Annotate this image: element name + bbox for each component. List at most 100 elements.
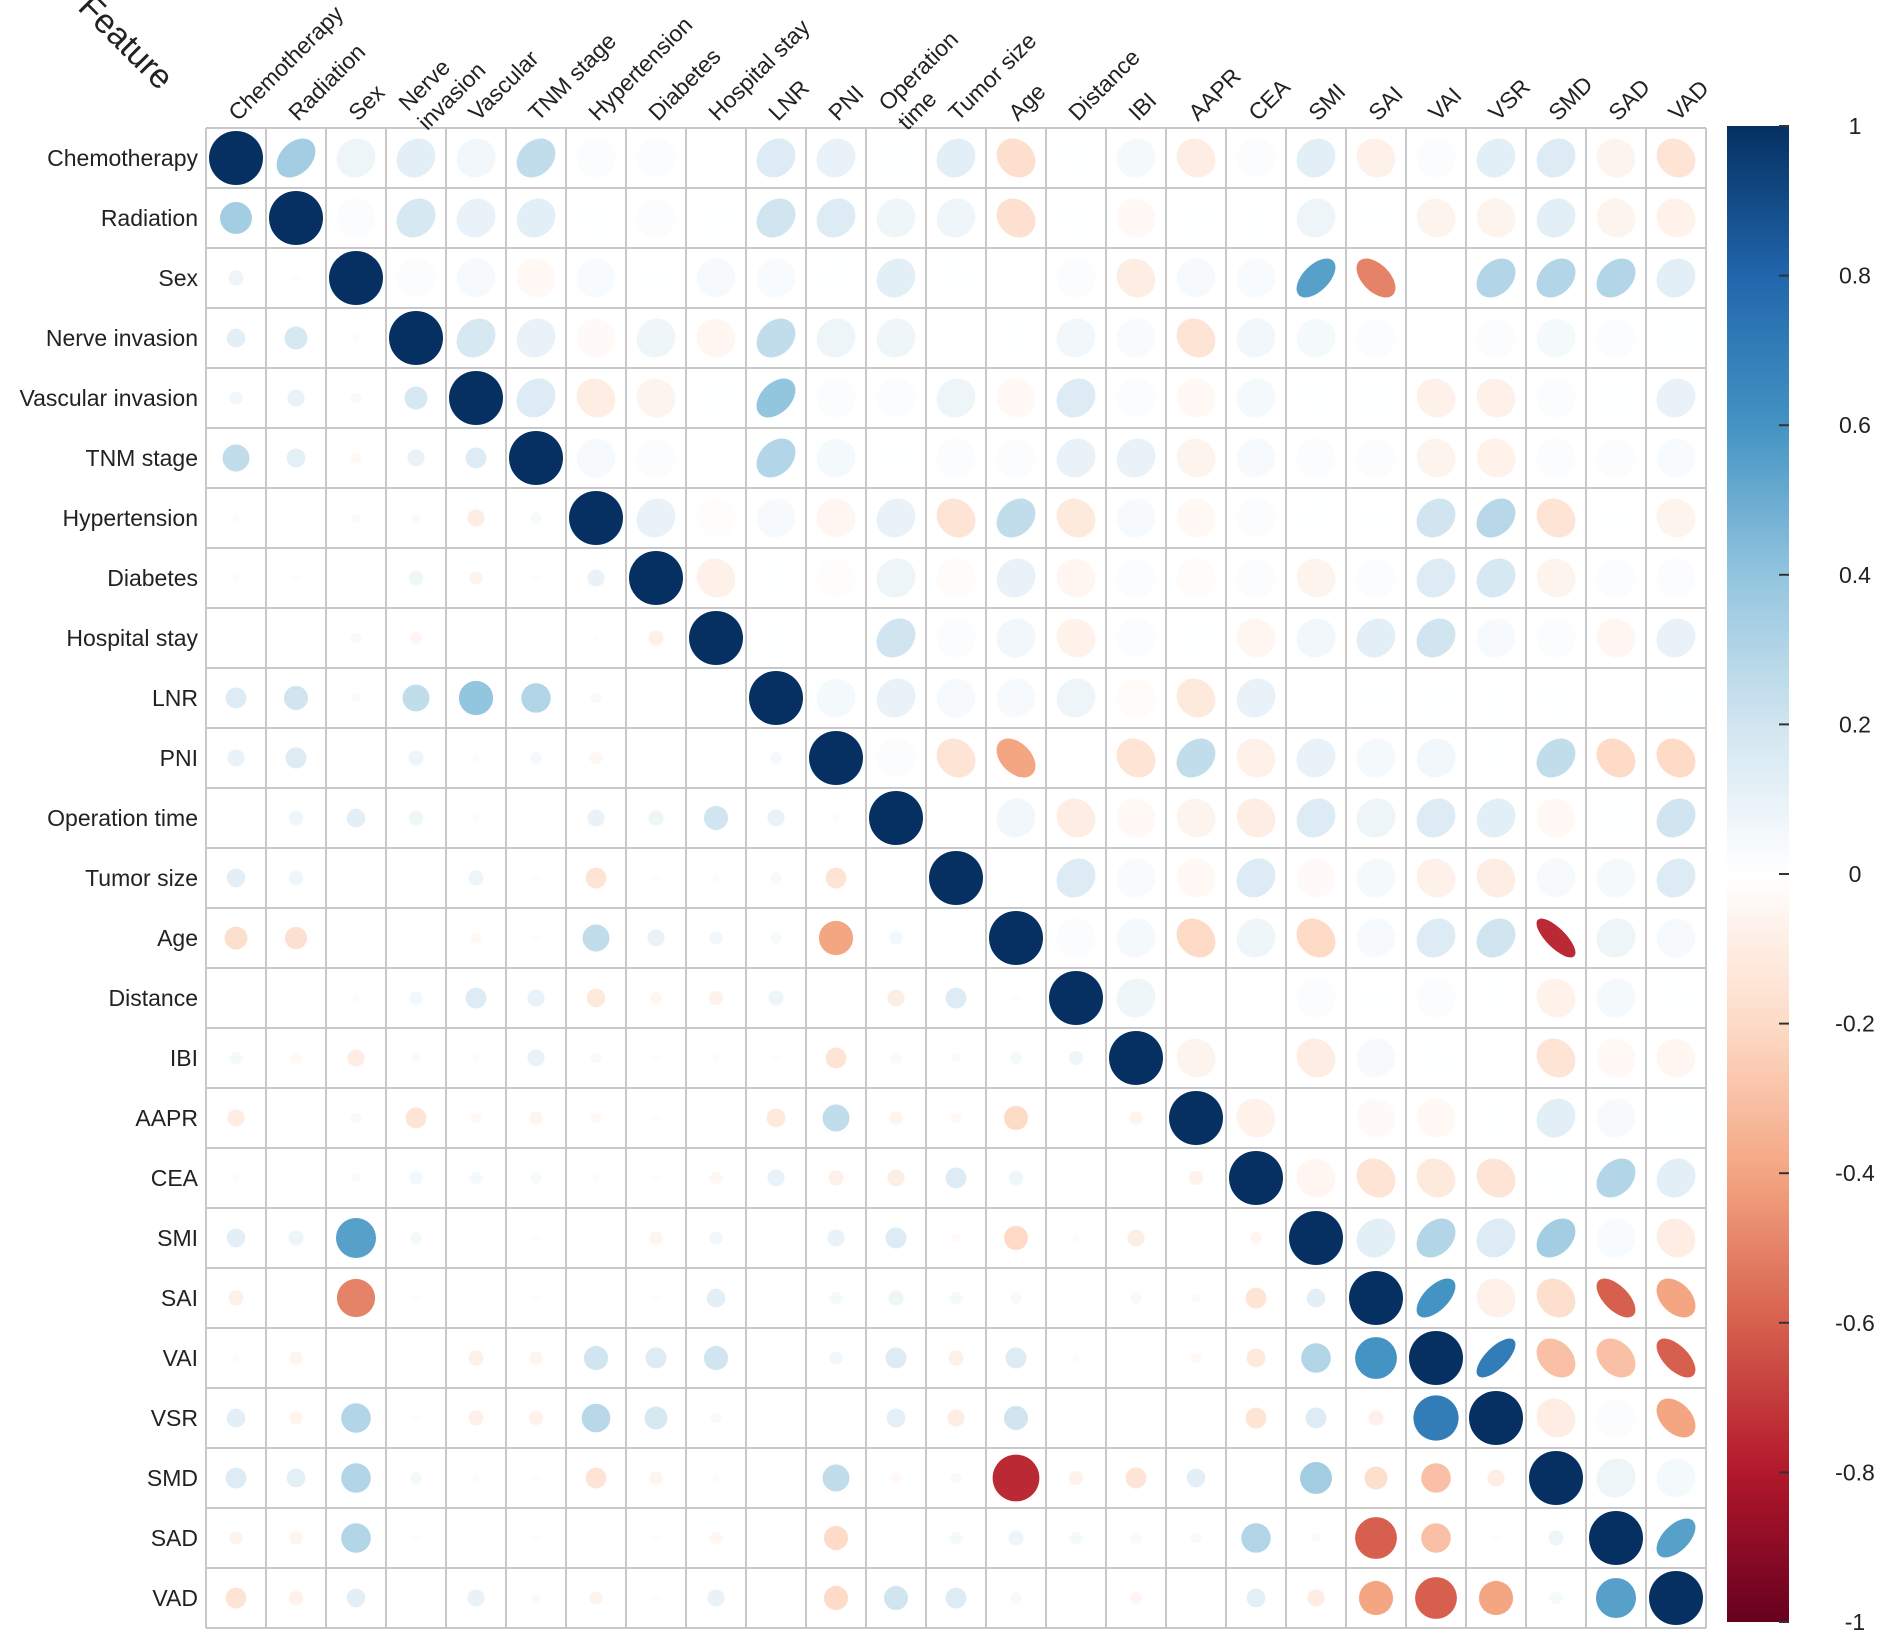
row-label: TNM stage [86,445,198,471]
cell-1-13 [996,198,1036,238]
row-labels: Chemotherapy Radiation Sex Nerve invasion Va… [19,145,198,1611]
cell-7-4 [469,571,483,585]
cell-19-24 [1656,1278,1696,1318]
cell-17-7 [652,1174,660,1182]
column-label: CEA [1243,73,1295,125]
cell-8-1 [293,635,299,641]
cell-16-5 [529,1111,543,1125]
cell-5-23 [1596,438,1636,478]
cell-12-24 [1656,858,1696,898]
cell-14-1 [293,995,299,1001]
cell-20-10 [829,1351,843,1365]
cell-19-0 [228,1290,244,1306]
cell-10-22 [1536,738,1576,778]
cell-16-20 [1416,1098,1456,1138]
cell-5-12 [936,438,976,478]
cell-17-22 [1536,1158,1576,1198]
cell-23-14 [1069,1531,1083,1545]
cell-11-18 [1296,798,1336,838]
cell-15-12 [951,1053,961,1063]
cell-5-21 [1476,438,1516,478]
column-label: AAPR [1183,63,1246,126]
cell-8-0 [234,636,238,640]
cell-12-17 [1236,858,1276,898]
cell-8-2 [350,632,362,644]
cell-18-17 [1249,1231,1263,1245]
cell-3-4 [456,318,496,358]
column-label: SAD [1603,74,1655,126]
cell-3-3 [389,311,443,365]
column-label: PNI [823,80,868,125]
cell-5-6 [576,438,616,478]
row-label: VAI [163,1345,198,1371]
cell-6-24 [1656,498,1696,538]
cell-2-7 [636,258,676,298]
row-label: Tumor size [85,865,198,891]
cell-2-11 [876,258,916,298]
cell-7-18 [1296,558,1336,598]
cell-9-5 [521,683,551,713]
cell-14-0 [233,995,239,1001]
cell-18-13 [1003,1225,1029,1251]
row-label: Distance [109,985,198,1011]
cell-10-11 [876,738,916,778]
cell-13-3 [413,935,419,941]
cell-2-5 [516,258,556,298]
cell-2-18 [1296,258,1336,298]
row-label: SMI [157,1225,198,1251]
cell-20-22 [1536,1338,1576,1378]
row-label: AAPR [135,1105,198,1131]
corner-label: Feature [71,0,181,97]
cell-1-9 [756,198,796,238]
cell-24-1 [288,1590,304,1606]
cell-20-9 [773,1355,779,1361]
cell-16-18 [1296,1098,1336,1138]
cell-23-8 [709,1531,723,1545]
cell-8-11 [876,618,916,658]
cell-1-15 [1116,198,1156,238]
cell-18-9 [774,1236,778,1240]
cell-21-24 [1656,1398,1696,1438]
cell-12-16 [1176,858,1216,898]
cell-13-20 [1416,918,1456,958]
cell-12-1 [288,870,304,886]
cell-2-9 [756,258,796,298]
cell-8-24 [1656,618,1696,658]
cell-23-5 [532,1534,540,1542]
cell-18-11 [885,1227,907,1249]
cell-17-10 [828,1170,844,1186]
cell-12-9 [770,872,782,884]
cell-18-22 [1536,1218,1576,1258]
cell-21-8 [710,1412,722,1424]
row-label: SAI [161,1285,198,1311]
cell-5-7 [636,438,676,478]
cell-4-4 [449,371,503,425]
cell-6-14 [1056,498,1096,538]
cell-14-17 [1236,978,1276,1018]
cell-8-7 [648,630,664,646]
cell-23-19 [1355,1517,1397,1559]
row-label: Hypertension [62,505,198,531]
cell-2-22 [1536,258,1576,298]
cell-14-20 [1416,978,1456,1018]
cell-14-15 [1116,978,1156,1018]
cell-10-8 [714,756,718,760]
cell-18-21 [1476,1218,1516,1258]
cell-21-18 [1305,1407,1327,1429]
cell-21-1 [289,1411,303,1425]
cell-17-12 [945,1167,967,1189]
cell-24-21 [1478,1580,1514,1616]
cell-16-21 [1476,1098,1516,1138]
cell-5-20 [1416,438,1456,478]
cell-6-6 [569,491,623,545]
cell-16-19 [1356,1098,1396,1138]
cell-5-24 [1656,438,1696,478]
cell-6-8 [696,498,736,538]
cell-15-18 [1296,1038,1336,1078]
cell-8-16 [1176,618,1216,658]
cell-22-2 [341,1463,371,1493]
cell-21-4 [468,1410,484,1426]
cell-17-1 [293,1175,299,1181]
cell-24-9 [773,1595,779,1601]
cell-8-23 [1596,618,1636,658]
